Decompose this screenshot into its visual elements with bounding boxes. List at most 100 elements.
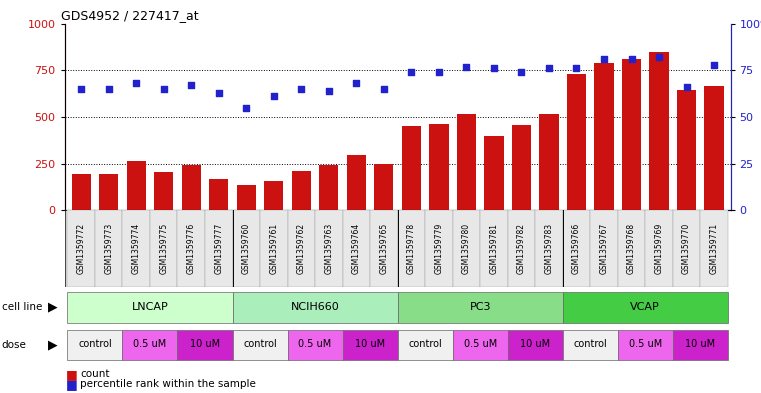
- Bar: [68, 292, 233, 323]
- Bar: [123, 330, 177, 360]
- Text: GDS4952 / 227417_at: GDS4952 / 227417_at: [62, 9, 199, 22]
- Text: 10 uM: 10 uM: [520, 339, 550, 349]
- Text: GSM1359777: GSM1359777: [215, 223, 223, 274]
- Point: [598, 56, 610, 62]
- Bar: [264, 181, 283, 210]
- Text: LNCAP: LNCAP: [132, 302, 168, 312]
- Text: GSM1359766: GSM1359766: [572, 223, 581, 274]
- Point: [130, 80, 142, 86]
- Bar: [126, 161, 146, 210]
- Bar: [594, 63, 613, 210]
- Bar: [342, 210, 370, 287]
- Bar: [562, 330, 618, 360]
- Point: [543, 65, 555, 72]
- Bar: [512, 125, 531, 210]
- Text: NCIH660: NCIH660: [291, 302, 339, 312]
- Point: [377, 86, 390, 92]
- Text: PC3: PC3: [470, 302, 491, 312]
- Text: VCAP: VCAP: [630, 302, 660, 312]
- Bar: [484, 136, 504, 210]
- Text: 0.5 uM: 0.5 uM: [629, 339, 662, 349]
- Text: GSM1359761: GSM1359761: [269, 223, 279, 274]
- Bar: [453, 210, 480, 287]
- Point: [240, 105, 253, 111]
- Bar: [233, 210, 260, 287]
- Text: GSM1359776: GSM1359776: [186, 223, 196, 274]
- Point: [103, 86, 115, 92]
- Bar: [177, 330, 233, 360]
- Text: control: control: [78, 339, 112, 349]
- Point: [350, 80, 362, 86]
- Bar: [508, 330, 562, 360]
- Bar: [397, 210, 425, 287]
- Bar: [288, 330, 342, 360]
- Point: [680, 84, 693, 90]
- Point: [515, 69, 527, 75]
- Text: GSM1359762: GSM1359762: [297, 223, 306, 274]
- Text: GSM1359780: GSM1359780: [462, 223, 471, 274]
- Text: percentile rank within the sample: percentile rank within the sample: [80, 379, 256, 389]
- Text: 0.5 uM: 0.5 uM: [463, 339, 497, 349]
- Bar: [150, 210, 177, 287]
- Text: GSM1359763: GSM1359763: [324, 223, 333, 274]
- Bar: [177, 210, 205, 287]
- Text: GSM1359783: GSM1359783: [544, 223, 553, 274]
- Bar: [618, 330, 673, 360]
- Text: GSM1359767: GSM1359767: [600, 223, 609, 274]
- Text: 10 uM: 10 uM: [355, 339, 385, 349]
- Bar: [402, 126, 421, 210]
- Bar: [535, 210, 562, 287]
- Bar: [622, 59, 641, 210]
- Bar: [347, 155, 366, 210]
- Bar: [677, 90, 696, 210]
- Point: [295, 86, 307, 92]
- Bar: [397, 330, 453, 360]
- Bar: [453, 330, 508, 360]
- Text: GSM1359765: GSM1359765: [380, 223, 388, 274]
- Text: 0.5 uM: 0.5 uM: [133, 339, 167, 349]
- Text: control: control: [573, 339, 607, 349]
- Text: GSM1359773: GSM1359773: [104, 223, 113, 274]
- Bar: [205, 210, 233, 287]
- Point: [75, 86, 88, 92]
- Bar: [705, 86, 724, 210]
- Text: GSM1359771: GSM1359771: [709, 223, 718, 274]
- Text: control: control: [244, 339, 277, 349]
- Point: [158, 86, 170, 92]
- Bar: [562, 292, 728, 323]
- Text: ■: ■: [66, 367, 78, 381]
- Bar: [700, 210, 728, 287]
- Bar: [540, 114, 559, 210]
- Point: [708, 61, 720, 68]
- Bar: [567, 74, 586, 210]
- Point: [653, 54, 665, 60]
- Point: [185, 82, 197, 88]
- Bar: [673, 330, 728, 360]
- Text: GSM1359770: GSM1359770: [682, 223, 691, 274]
- Text: ▶: ▶: [48, 301, 58, 314]
- Text: count: count: [80, 369, 110, 379]
- Bar: [397, 292, 562, 323]
- Bar: [429, 124, 448, 210]
- Point: [323, 88, 335, 94]
- Point: [406, 69, 418, 75]
- Bar: [425, 210, 453, 287]
- Text: ■: ■: [66, 378, 78, 391]
- Bar: [291, 171, 311, 210]
- Text: GSM1359775: GSM1359775: [159, 223, 168, 274]
- Point: [433, 69, 445, 75]
- Text: GSM1359774: GSM1359774: [132, 223, 141, 274]
- Point: [268, 93, 280, 99]
- Text: GSM1359781: GSM1359781: [489, 223, 498, 274]
- Text: 10 uM: 10 uM: [190, 339, 220, 349]
- Text: GSM1359768: GSM1359768: [627, 223, 636, 274]
- Text: GSM1359772: GSM1359772: [77, 223, 86, 274]
- Text: ▶: ▶: [48, 338, 58, 352]
- Text: control: control: [408, 339, 442, 349]
- Bar: [68, 330, 123, 360]
- Text: GSM1359769: GSM1359769: [654, 223, 664, 274]
- Text: GSM1359779: GSM1359779: [435, 223, 444, 274]
- Bar: [123, 210, 150, 287]
- Bar: [315, 210, 342, 287]
- Text: 0.5 uM: 0.5 uM: [298, 339, 332, 349]
